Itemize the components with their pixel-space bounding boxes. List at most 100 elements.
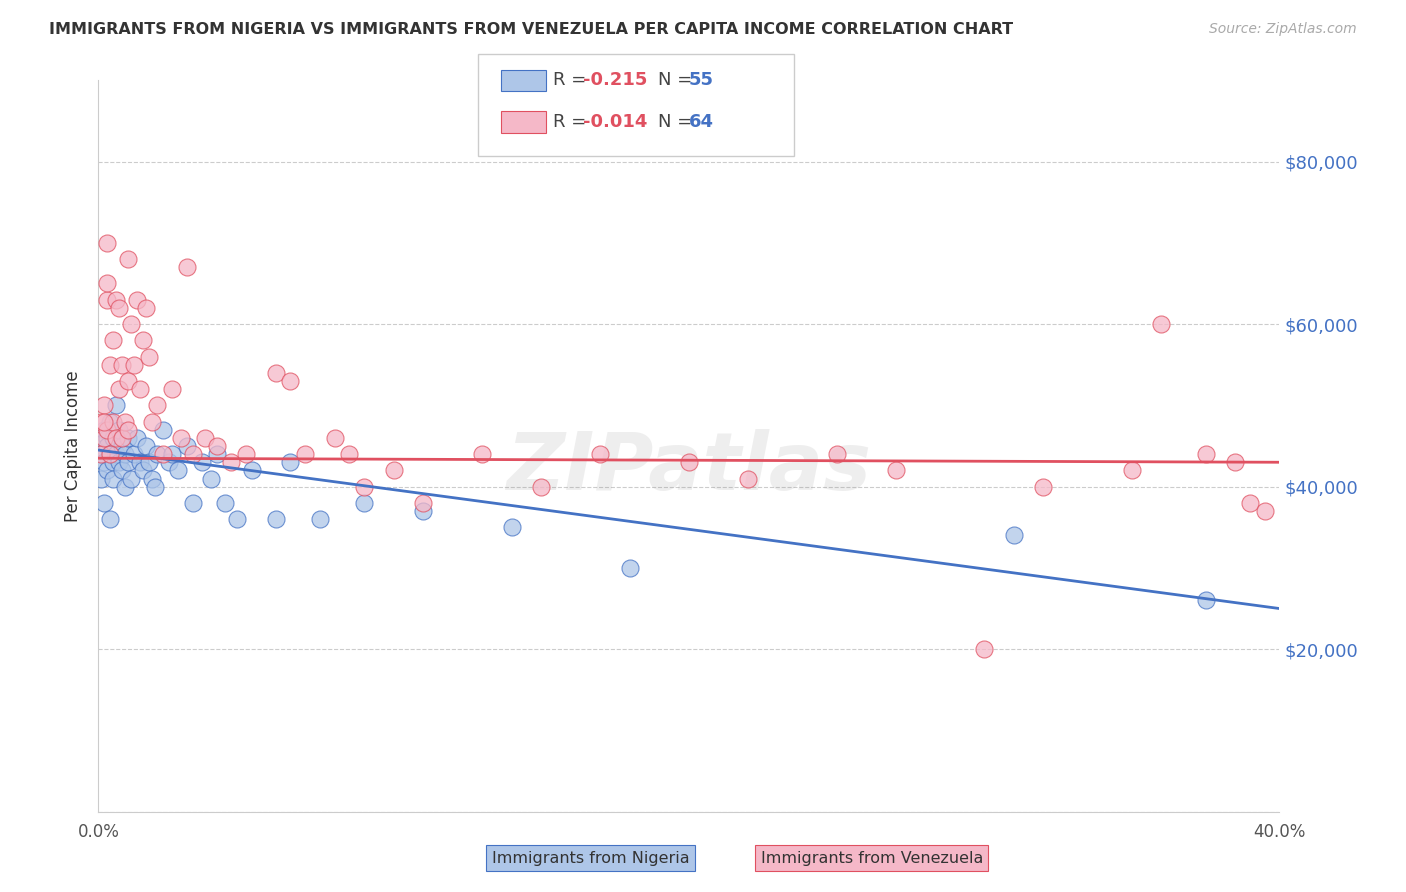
Point: [412, 504, 434, 518]
Point: [141, 415, 163, 429]
Point: [90, 415, 112, 429]
Point: [96, 423, 118, 437]
Point: [98, 447, 121, 461]
Point: [93, 423, 115, 437]
Point: [235, 447, 257, 461]
Point: [93, 496, 115, 510]
Point: [191, 455, 214, 469]
Text: IMMIGRANTS FROM NIGERIA VS IMMIGRANTS FROM VENEZUELA PER CAPITA INCOME CORRELATI: IMMIGRANTS FROM NIGERIA VS IMMIGRANTS FR…: [49, 22, 1014, 37]
Point: [117, 431, 139, 445]
Point: [117, 374, 139, 388]
Point: [501, 520, 523, 534]
Point: [96, 235, 118, 250]
Point: [280, 455, 302, 469]
Point: [157, 455, 180, 469]
Point: [96, 431, 118, 445]
Point: [114, 480, 136, 494]
Point: [93, 431, 115, 445]
Point: [141, 471, 163, 485]
Point: [205, 439, 228, 453]
Point: [264, 366, 287, 380]
Point: [96, 277, 118, 291]
Text: -0.215: -0.215: [583, 71, 648, 89]
Point: [117, 252, 139, 266]
Y-axis label: Per Capita Income: Per Capita Income: [65, 370, 83, 522]
Point: [146, 398, 169, 412]
Point: [205, 447, 228, 461]
Point: [884, 463, 907, 477]
Point: [264, 512, 287, 526]
Text: 64: 64: [689, 113, 714, 131]
Point: [412, 496, 434, 510]
Point: [111, 439, 134, 453]
Point: [825, 447, 848, 461]
Point: [162, 447, 183, 461]
Point: [114, 415, 136, 429]
Point: [128, 382, 150, 396]
Point: [105, 431, 128, 445]
Point: [737, 471, 759, 485]
Point: [125, 293, 148, 307]
Point: [93, 415, 115, 429]
Point: [1195, 593, 1218, 607]
Point: [98, 447, 121, 461]
Point: [96, 293, 118, 307]
Point: [240, 463, 263, 477]
Point: [93, 455, 115, 469]
Point: [105, 293, 128, 307]
Point: [353, 496, 375, 510]
Point: [181, 496, 204, 510]
Point: [111, 431, 134, 445]
Text: 55: 55: [689, 71, 714, 89]
Point: [170, 431, 193, 445]
Point: [1239, 496, 1261, 510]
Point: [176, 439, 198, 453]
Text: N =: N =: [658, 113, 697, 131]
Point: [146, 447, 169, 461]
Point: [135, 439, 157, 453]
Point: [105, 447, 128, 461]
Point: [471, 447, 494, 461]
Point: [132, 463, 155, 477]
Point: [214, 496, 236, 510]
Point: [143, 480, 166, 494]
Point: [382, 463, 405, 477]
Point: [122, 358, 145, 372]
Point: [103, 334, 125, 348]
Point: [339, 447, 361, 461]
Point: [90, 447, 112, 461]
Point: [93, 398, 115, 412]
Text: Immigrants from Venezuela: Immigrants from Venezuela: [761, 851, 983, 865]
Point: [98, 358, 121, 372]
Point: [162, 382, 183, 396]
Point: [132, 334, 155, 348]
Text: R =: R =: [553, 71, 592, 89]
Point: [353, 480, 375, 494]
Point: [309, 512, 332, 526]
Point: [103, 431, 125, 445]
Text: R =: R =: [553, 113, 592, 131]
Point: [108, 455, 131, 469]
Point: [280, 374, 302, 388]
Point: [111, 463, 134, 477]
Text: -0.014: -0.014: [583, 113, 648, 131]
Point: [103, 471, 125, 485]
Point: [152, 447, 174, 461]
Point: [120, 471, 142, 485]
Text: ZIPatlas: ZIPatlas: [506, 429, 872, 507]
Point: [122, 447, 145, 461]
Point: [96, 463, 118, 477]
Point: [1150, 317, 1173, 331]
Point: [108, 423, 131, 437]
Point: [294, 447, 316, 461]
Point: [111, 358, 134, 372]
Point: [138, 350, 160, 364]
Text: N =: N =: [658, 71, 697, 89]
Point: [98, 415, 121, 429]
Point: [1002, 528, 1025, 542]
Point: [114, 447, 136, 461]
Point: [167, 463, 190, 477]
Point: [90, 471, 112, 485]
Point: [152, 423, 174, 437]
Point: [128, 455, 150, 469]
